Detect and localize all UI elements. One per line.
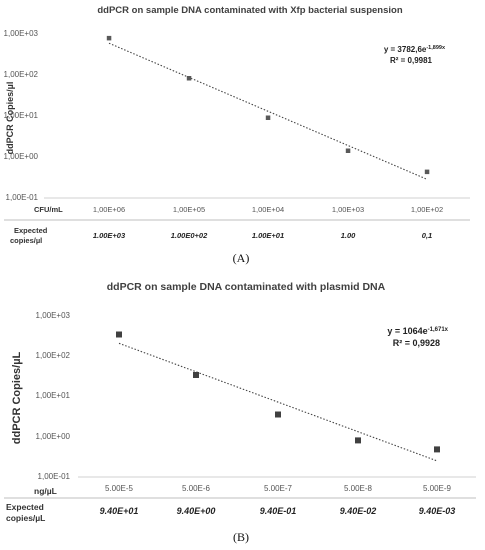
chart-b-data-point (116, 331, 122, 338)
chart-b: ddPCR on sample DNA contaminated with pl… (4, 281, 476, 544)
chart-a-xtick: 1,00E+06 (93, 205, 125, 214)
chart-b-expected-value: 9.40E-01 (260, 506, 297, 516)
chart-b-ytick: 1,00E+02 (36, 351, 71, 360)
chart-a-xtick: 1,00E+04 (252, 205, 284, 214)
chart-a-ylabel: ddPCR Copies/µl (5, 82, 15, 155)
chart-b-ytick: 1,00E+00 (36, 432, 71, 441)
chart-b-expected-value: 9.40E+01 (100, 506, 139, 516)
chart-b-ytick: 1,00E+03 (36, 311, 71, 320)
chart-a-expected-value: 1.00 (341, 231, 356, 240)
chart-a-data-point (106, 35, 112, 41)
chart-a-ytick: 1,00E+02 (4, 70, 39, 79)
chart-a-ytick: 1,00E-01 (6, 193, 39, 202)
chart-b-expected-value: 9.40E-02 (340, 506, 377, 516)
chart-b-ylabel: ddPCR Copies/µL (11, 351, 23, 444)
chart-b-expected-label: Expected copies/µL (6, 502, 45, 523)
chart-b-panel-label: (B) (233, 530, 249, 544)
chart-a-xtick: 1,00E+02 (411, 205, 443, 214)
chart-b-xtick: 5.00E-5 (105, 484, 134, 493)
chart-b-x-row-label: ng/µL (34, 486, 57, 496)
chart-b-ytick: 1,00E+01 (36, 391, 71, 400)
chart-b-data-point (434, 446, 440, 453)
chart-a-expected-value: 0,1 (422, 231, 432, 240)
chart-b-trendline (118, 342, 438, 462)
chart-a-expected-value: 1.00E+03 (93, 231, 126, 240)
chart-a-expected-value: 1.00E+01 (252, 231, 284, 240)
chart-a-trend-equation: y = 3782,6e-1,899x (384, 45, 446, 54)
chart-b-data-point (355, 437, 361, 444)
chart-a-xtick: 1,00E+05 (173, 205, 205, 214)
chart-b-xtick: 5.00E-8 (344, 484, 373, 493)
chart-b-expected-value: 9.40E+00 (177, 506, 216, 516)
chart-b-data-point (193, 372, 199, 378)
chart-a-panel-label: (A) (233, 251, 250, 265)
chart-a-ytick: 1,00E+03 (4, 29, 39, 38)
chart-b-title: ddPCR on sample DNA contaminated with pl… (107, 281, 386, 293)
chart-a-r-squared: R² = 0,9981 (390, 56, 433, 65)
chart-b-expected-value: 9.40E-03 (419, 506, 456, 516)
chart-b-points (116, 331, 440, 453)
chart-a: ddPCR on sample DNA contaminated with Xf… (4, 5, 470, 265)
chart-b-trend-equation: y = 1064e-1,671x (387, 326, 448, 336)
chart-a-expected-value: 1.00E0+02 (171, 231, 208, 240)
chart-a-expected-label: Expected copies/µl (10, 226, 48, 245)
chart-b-data-point (275, 411, 281, 418)
chart-b-r-squared: R² = 0,9928 (393, 338, 440, 348)
chart-b-xtick: 5.00E-7 (264, 484, 293, 493)
chart-a-data-point (424, 169, 430, 175)
chart-a-x-row-label: CFU/mL (34, 205, 63, 214)
chart-a-data-point (345, 148, 351, 153)
chart-b-xtick: 5.00E-6 (182, 484, 211, 493)
chart-a-ytick: 1,00E+00 (4, 152, 39, 161)
chart-b-xtick: 5.00E-9 (423, 484, 452, 493)
chart-a-points (106, 35, 430, 175)
chart-a-ytick: 1,00E+01 (4, 111, 39, 120)
chart-a-xtick: 1,00E+03 (332, 205, 364, 214)
chart-a-data-point (186, 76, 192, 81)
chart-a-trendline (108, 42, 428, 180)
chart-a-data-point (265, 115, 271, 120)
chart-b-ytick: 1,00E-01 (38, 472, 71, 481)
chart-a-title: ddPCR on sample DNA contaminated with Xf… (97, 5, 402, 16)
